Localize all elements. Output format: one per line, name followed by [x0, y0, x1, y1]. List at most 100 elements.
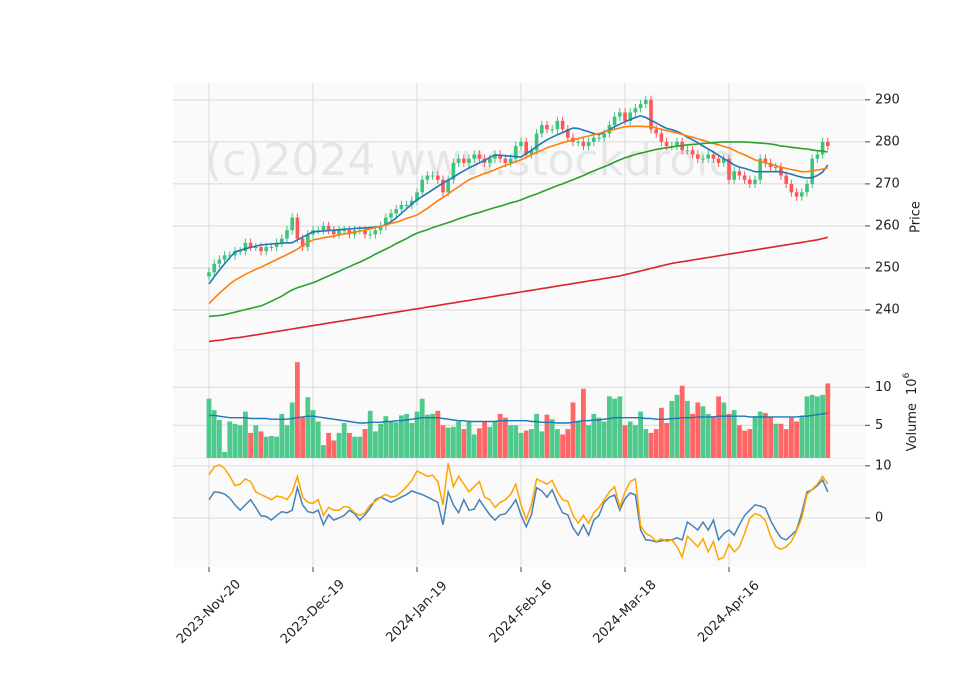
volume-bar	[414, 411, 420, 458]
candle-body	[290, 217, 294, 231]
volume-bar	[451, 426, 456, 458]
candle-body	[592, 137, 596, 142]
candle-body	[794, 192, 799, 197]
candle-body	[493, 154, 497, 159]
moving-average-line	[208, 236, 828, 343]
volume-bar	[456, 421, 461, 458]
candle-body	[472, 154, 476, 159]
candle-body	[524, 141, 528, 155]
candle-body	[638, 104, 643, 109]
volume-bar	[638, 411, 643, 458]
candle-body	[384, 217, 388, 226]
volume-bar	[373, 431, 378, 458]
candle-body	[430, 175, 435, 177]
candle-body	[415, 192, 419, 201]
volume-bar	[388, 421, 394, 458]
y-tick-label: 280	[875, 134, 900, 149]
volume-bar	[742, 430, 747, 458]
volume-bar	[399, 415, 404, 458]
candle-body	[498, 154, 502, 159]
volume-bar	[248, 432, 253, 458]
candle-body	[462, 158, 466, 163]
moving-average-line	[208, 141, 828, 318]
candle-body	[436, 175, 440, 180]
volume-bar	[679, 385, 685, 458]
candle-body	[612, 116, 617, 126]
volume-bar	[269, 435, 274, 458]
volume-bar	[206, 398, 212, 458]
candle-body	[664, 141, 669, 147]
volume-bar	[347, 432, 352, 458]
candle-body	[722, 158, 726, 163]
volume-bar	[357, 436, 363, 458]
candle-body	[394, 209, 398, 214]
candle-body	[550, 129, 554, 131]
volume-bar	[622, 425, 628, 458]
candle-body	[529, 150, 534, 155]
volume-label: Volume	[905, 403, 920, 451]
volume-bar	[497, 413, 503, 458]
volume-bar	[222, 451, 227, 458]
candle-body	[441, 179, 445, 193]
candle-body	[233, 251, 237, 256]
volume-bar	[393, 422, 399, 458]
volume-bar	[310, 410, 316, 458]
candle-body	[347, 230, 352, 235]
candle-body	[228, 255, 232, 257]
candle-body	[748, 179, 752, 184]
price-axis-label: Price	[909, 201, 924, 233]
volume-bar	[586, 425, 591, 458]
volume-bar	[409, 423, 415, 458]
volume-bar	[549, 419, 555, 458]
volume-bar	[575, 421, 581, 458]
moving-average-line	[208, 125, 828, 305]
candle-body	[321, 225, 326, 231]
candle-body	[774, 167, 778, 169]
candle-body	[306, 234, 310, 247]
volume-bar	[435, 410, 441, 458]
volume-bar	[570, 402, 576, 458]
candle-body	[737, 171, 742, 176]
volume-bar	[763, 413, 768, 458]
volume-bar	[300, 417, 305, 458]
volume-bar	[804, 396, 810, 458]
candle-body	[742, 175, 747, 180]
candle-body	[581, 141, 586, 147]
x-tick-label: 2024-Apr-16	[695, 578, 762, 645]
volume-bar	[315, 421, 321, 458]
volume-bar	[523, 430, 529, 458]
volume-bar	[674, 394, 680, 458]
volume-bar	[367, 410, 373, 458]
volume-bar	[695, 402, 701, 458]
volume-average-line	[209, 412, 828, 424]
volume-bar	[253, 425, 259, 458]
candle-body	[685, 150, 690, 152]
candle-body	[659, 133, 664, 142]
volume-bar	[653, 429, 659, 458]
volume-bar	[737, 425, 742, 458]
candle-body	[243, 242, 248, 252]
volume-bar	[419, 398, 425, 458]
volume-bar	[633, 425, 638, 458]
candle-body	[368, 234, 372, 236]
volume-bar	[503, 417, 508, 458]
candle-body	[820, 141, 825, 155]
candle-body	[514, 146, 518, 159]
x-tick-label: 2024-Mar-18	[590, 577, 659, 646]
candle-body	[784, 175, 788, 184]
marks: 2023-Nov-20 2023-Dec-19 2024-Jan-19 2024-Fe…	[173, 83, 900, 647]
candle-body	[399, 204, 404, 210]
candle-body	[633, 108, 638, 113]
candle-body	[477, 154, 482, 159]
candle-body	[269, 246, 274, 248]
candle-body	[337, 230, 341, 235]
volume-bar	[513, 425, 519, 458]
candle-body	[404, 204, 409, 206]
candle-body	[373, 230, 378, 235]
indicator-line	[208, 463, 829, 561]
candle-body	[259, 246, 263, 252]
indicator-line	[208, 478, 829, 543]
y-tick-label: 10	[875, 380, 892, 395]
candle-body	[690, 150, 695, 155]
volume-bar	[466, 420, 472, 458]
